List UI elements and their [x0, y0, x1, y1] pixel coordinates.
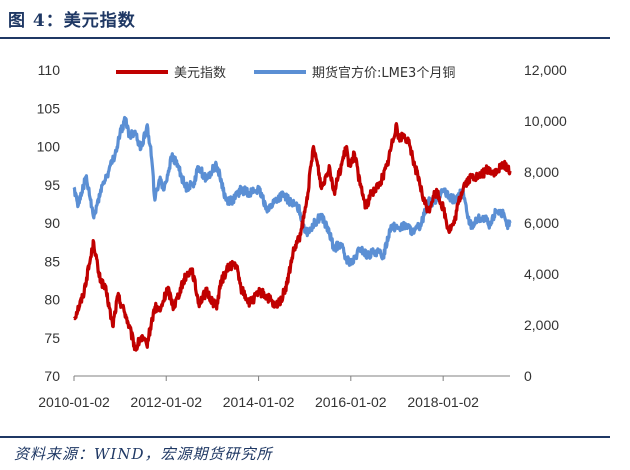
y-left-tick-label: 100 [37, 139, 61, 155]
x-tick-label: 2014-01-02 [223, 394, 295, 410]
x-tick-label: 2012-01-02 [130, 394, 202, 410]
y-right-tick-label: 4,000 [524, 266, 559, 282]
chart-tick-labels: 2010-01-02 2012-01-02 2014-01-02 2016-01-02… [37, 62, 567, 410]
y-right-tick-label: 6,000 [524, 215, 559, 231]
y-left-tick-label: 85 [44, 253, 60, 269]
figure-title: 图 4：美元指数 [8, 11, 136, 31]
y-left-tick-label: 95 [44, 177, 60, 193]
x-tick-label: 2016-01-02 [315, 394, 387, 410]
x-tick-label: 2010-01-02 [38, 394, 110, 410]
y-left-tick-label: 70 [44, 368, 60, 384]
y-left-tick-label: 110 [38, 62, 61, 78]
legend-label-lme-copper: 期货官方价:LME3个月铜 [312, 65, 455, 81]
x-tick-label: 2018-01-02 [407, 394, 479, 410]
chart-series [72, 115, 512, 352]
y-right-tick-label: 12,000 [524, 62, 567, 78]
source-note: 资料来源：WIND，宏源期货研究所 [14, 445, 273, 463]
title-rule [0, 37, 610, 39]
y-right-tick-label: 10,000 [524, 113, 567, 129]
y-left-tick-label: 105 [37, 100, 61, 116]
series-line-usd-index [72, 122, 512, 352]
series-line-lme-copper [72, 115, 512, 267]
y-right-tick-label: 8,000 [524, 164, 559, 180]
footer-rule [0, 436, 610, 438]
y-left-tick-label: 75 [44, 330, 60, 346]
y-right-tick-label: 2,000 [524, 317, 559, 333]
y-left-tick-label: 90 [44, 215, 60, 231]
y-right-tick-label: 0 [524, 368, 532, 384]
chart-axes [73, 375, 510, 381]
y-left-tick-label: 80 [44, 292, 60, 308]
legend-label-usd-index: 美元指数 [174, 66, 226, 81]
chart-legend: 美元指数 期货官方价:LME3个月铜 [116, 65, 455, 81]
